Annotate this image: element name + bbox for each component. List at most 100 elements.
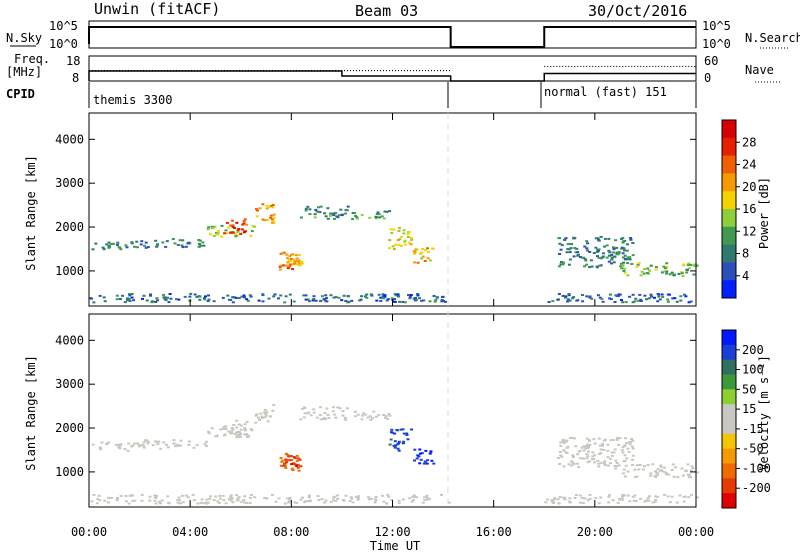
power-echo-cell (283, 301, 287, 304)
velocity-echo-cell (618, 437, 622, 440)
power-echo-cell (603, 237, 607, 240)
velocity-echo-cell (625, 457, 629, 460)
power-echo-cell (176, 244, 180, 246)
velocity-echo-cell (307, 496, 311, 499)
velocity-echo-cell (323, 501, 327, 504)
velocity-echo-cell (568, 497, 572, 500)
velocity-echo-cell (348, 500, 352, 503)
velocity-echo-cell (248, 496, 252, 499)
velocity-echo-cell (558, 496, 562, 499)
power-echo-cell (245, 298, 249, 301)
velocity-echo-cell (195, 444, 199, 447)
power-echo-cell (271, 204, 275, 206)
velocity-echo-cell (581, 457, 585, 460)
velocity-echo-cell (616, 501, 620, 504)
power-echo-cell (300, 216, 303, 219)
nave-tick-high: 60 (704, 54, 718, 68)
power-echo-cell (234, 232, 238, 235)
power-echo-cell (286, 267, 290, 270)
power-echo-cell (618, 293, 622, 296)
y-tick-label: 4000 (55, 333, 84, 347)
power-echo-cell (164, 245, 168, 248)
velocity-echo-cell (303, 501, 307, 503)
velocity-echo-cell (92, 494, 96, 496)
power-echo-cell (665, 270, 669, 273)
power-echo-cell (637, 299, 641, 302)
power-echo-cell (298, 253, 301, 256)
velocity-echo-cell (286, 497, 290, 500)
power-echo-cell (206, 300, 210, 303)
freq-unit: [MHz] (6, 65, 42, 79)
velocity-echo-cell (179, 439, 183, 442)
power-echo-cell (558, 253, 561, 255)
power-echo-cell (388, 210, 392, 213)
power-echo-cell (416, 261, 420, 264)
power-echo-cell (568, 251, 572, 254)
velocity-echo-cell (302, 416, 306, 419)
velocity-echo-cell (126, 449, 130, 452)
power-echo-cell (118, 246, 122, 249)
velocity-echo-cell (232, 424, 236, 426)
velocity-echo-cell (637, 468, 641, 471)
power-echo-cell (672, 274, 676, 277)
velocity-colorbar: 200 100 50 15 -15 -50 -100 -200 (721, 329, 771, 509)
colorbar-tick-label: -15 (742, 422, 764, 436)
power-echo-cell (590, 265, 594, 268)
velocity-echo-cell (327, 417, 331, 419)
velocity-echo-cell (154, 496, 158, 499)
power-echo-cell (350, 299, 354, 302)
velocity-echo-cell (396, 447, 400, 450)
velocity-echo-cell (607, 501, 611, 504)
velocity-echo-cell (601, 444, 605, 447)
velocity-echo-cell (303, 407, 307, 409)
power-echo-cell (271, 219, 275, 222)
power-echo-cell (271, 206, 275, 209)
power-echo-cell (368, 216, 372, 219)
velocity-echo-cell (602, 439, 606, 442)
power-echo-cell (617, 251, 621, 254)
power-echo-cell (267, 297, 271, 300)
power-echo-cell (629, 238, 633, 241)
power-echo-cell (188, 295, 192, 298)
velocity-echo-cell (281, 459, 285, 462)
velocity-echo-cell (237, 435, 241, 438)
velocity-echo-cell (419, 458, 423, 461)
velocity-echo-cell (424, 449, 428, 452)
power-echo-cell (248, 294, 252, 297)
velocity-echo-cell (608, 457, 612, 460)
velocity-echo-cell (100, 441, 104, 444)
power-echo-cell (421, 255, 425, 258)
velocity-echo-cell (242, 499, 246, 502)
power-echo-cell (393, 293, 397, 296)
velocity-echo-cell (611, 439, 615, 441)
velocity-echo-cell (562, 449, 566, 452)
velocity-echo-cell (374, 496, 378, 498)
power-echo-cell (679, 299, 683, 302)
power-echo-cell (564, 296, 567, 299)
colorbar-tick-label: -200 (742, 481, 771, 495)
velocity-echo-cell (564, 451, 568, 454)
power-echo-cell (206, 228, 210, 231)
velocity-echo-cell (408, 497, 412, 500)
power-echo-cell (155, 245, 159, 248)
power-echo-cell (239, 232, 243, 235)
velocity-echo-cell (602, 449, 606, 451)
power-echo-cell (653, 296, 656, 299)
velocity-echo-cell (325, 407, 329, 410)
power-echo-cell (572, 237, 576, 240)
velocity-echo-cell (544, 501, 548, 504)
power-echo-cell (261, 293, 265, 296)
velocity-echo-cell (155, 494, 158, 497)
velocity-echo-cell (689, 469, 693, 472)
power-echo-cell (579, 256, 582, 259)
colorbar-tick-label: 4 (742, 269, 749, 283)
power-echo-cell (440, 300, 444, 303)
velocity-echo-cell (623, 454, 627, 457)
power-echo-cell (412, 250, 416, 253)
velocity-echo-cell (593, 442, 597, 445)
power-echo-cell (285, 257, 289, 260)
velocity-echo-cell (279, 457, 283, 460)
velocity-echo-cell (651, 501, 655, 504)
colorbar-tick-label: -100 (742, 461, 771, 475)
